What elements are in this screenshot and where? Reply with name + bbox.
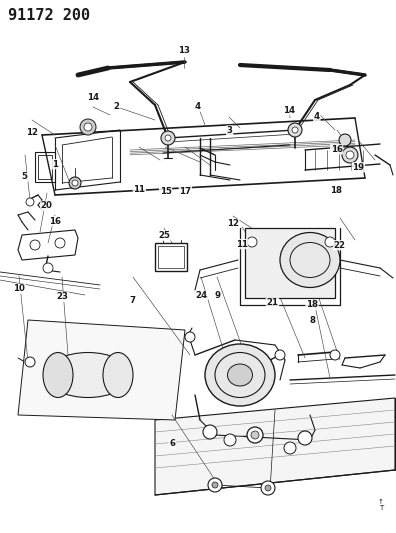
Text: 11: 11 [133,185,145,194]
Circle shape [203,425,217,439]
Text: 20: 20 [41,201,53,210]
Text: 25: 25 [158,231,170,240]
Text: 4: 4 [314,112,320,120]
Circle shape [298,431,312,445]
Text: 91172 200: 91172 200 [8,8,90,23]
Text: ↑
T: ↑ T [378,499,384,511]
Circle shape [26,198,34,206]
Circle shape [161,131,175,145]
Text: 22: 22 [334,241,346,249]
Polygon shape [18,320,185,420]
Circle shape [212,482,218,488]
Text: 18: 18 [306,301,318,309]
Ellipse shape [43,352,73,398]
Circle shape [247,427,263,443]
Circle shape [165,135,171,141]
Text: 14: 14 [283,106,295,115]
Circle shape [342,147,358,163]
Ellipse shape [227,364,253,386]
Text: 16: 16 [49,217,61,225]
Circle shape [261,481,275,495]
Text: 15: 15 [160,187,171,196]
Bar [245,228,335,298]
Bar [155,243,187,271]
Text: 5: 5 [22,173,27,181]
Text: 9: 9 [214,292,220,300]
Circle shape [325,237,335,247]
Circle shape [330,350,340,360]
Text: 18: 18 [330,186,342,195]
Text: 4: 4 [195,102,201,111]
Circle shape [72,180,78,186]
Circle shape [185,332,195,342]
Text: 10: 10 [13,285,25,293]
Circle shape [43,263,53,273]
Text: 16: 16 [331,145,343,154]
Text: 1: 1 [51,160,58,168]
Circle shape [69,177,81,189]
Text: 11: 11 [236,240,248,248]
Circle shape [30,240,40,250]
Circle shape [224,434,236,446]
Circle shape [251,431,259,439]
Ellipse shape [280,232,340,287]
Text: 6: 6 [169,439,175,448]
Text: 2: 2 [114,102,120,111]
Text: 8: 8 [310,317,316,325]
Text: 21: 21 [267,298,278,307]
Ellipse shape [103,352,133,398]
Text: 24: 24 [195,292,207,300]
Circle shape [339,134,351,146]
Ellipse shape [205,344,275,406]
Circle shape [284,442,296,454]
Text: 13: 13 [178,46,190,55]
Circle shape [55,238,65,248]
Text: 19: 19 [352,163,364,172]
Circle shape [288,123,302,137]
Circle shape [208,478,222,492]
Ellipse shape [46,352,131,398]
Bar [158,246,184,268]
Circle shape [80,119,96,135]
Circle shape [292,127,298,133]
Text: 12: 12 [27,128,38,136]
Bar [38,155,52,179]
Text: 14: 14 [87,93,99,102]
Text: 12: 12 [227,220,239,228]
Circle shape [346,151,354,159]
Bar [35,152,55,182]
Text: 23: 23 [57,293,69,301]
Text: 3: 3 [227,126,233,135]
Text: 17: 17 [179,187,191,196]
Circle shape [25,357,35,367]
Circle shape [84,123,92,131]
Circle shape [265,485,271,491]
Circle shape [275,350,285,360]
Polygon shape [155,398,395,495]
Circle shape [247,237,257,247]
Text: 7: 7 [129,296,136,304]
